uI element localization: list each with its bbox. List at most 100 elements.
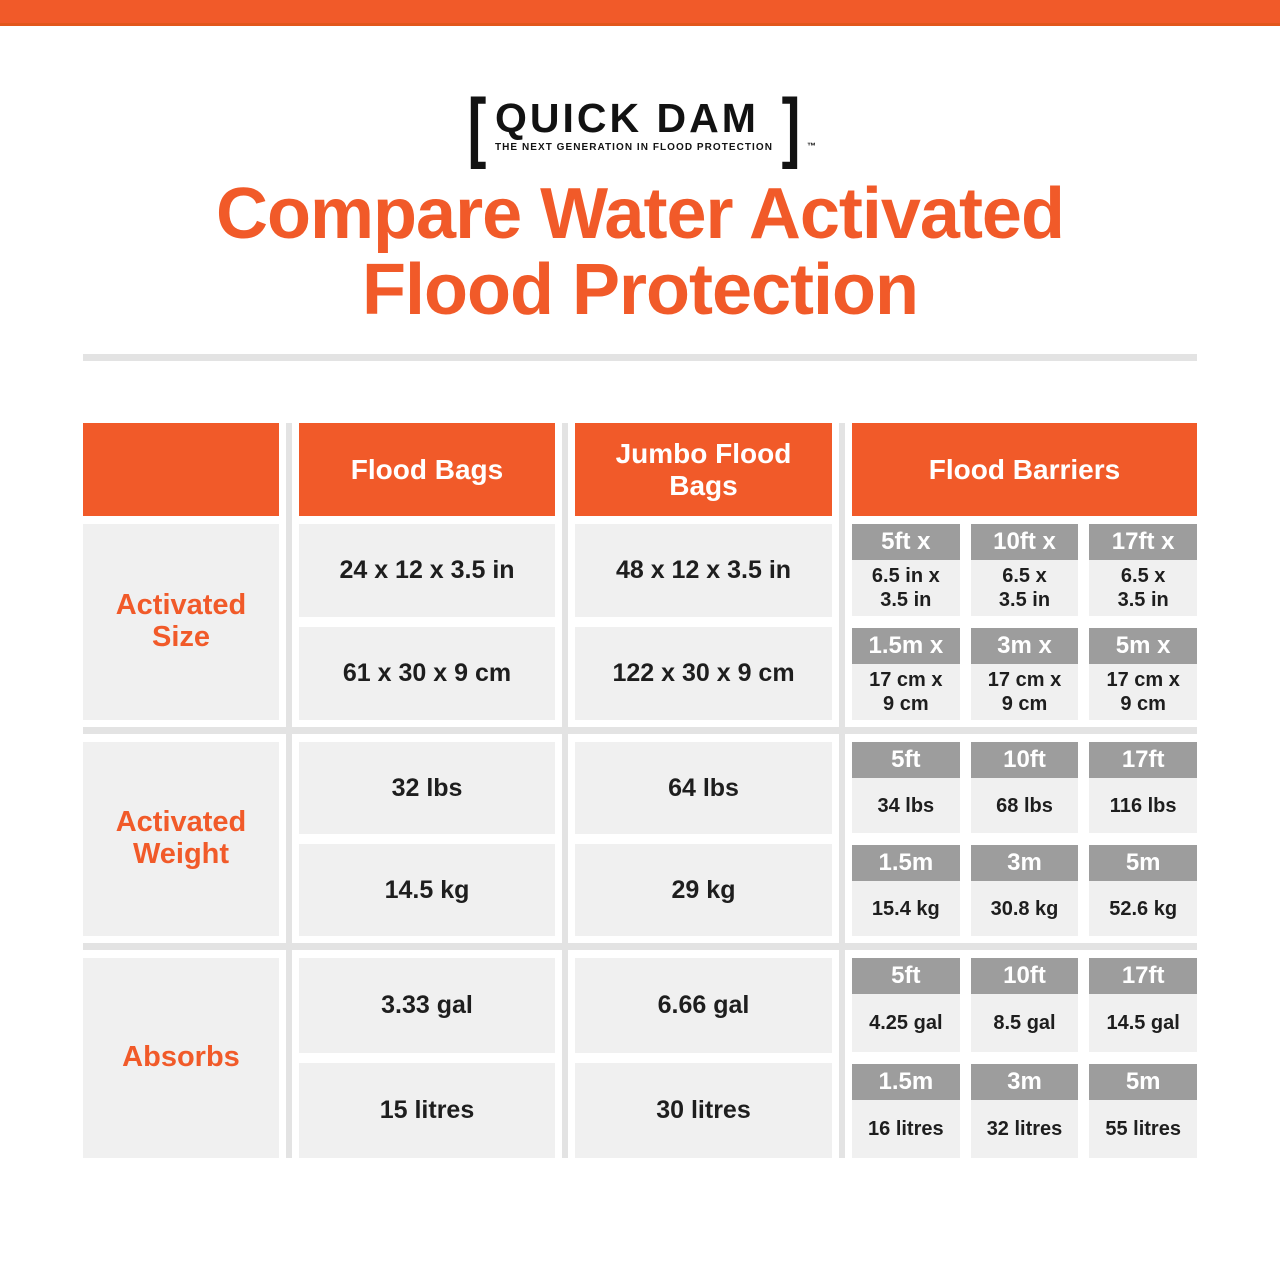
column-divider xyxy=(286,423,292,1159)
flood-bags-weight-imperial: 32 lbs xyxy=(299,742,555,835)
header-flood-bags: Flood Bags xyxy=(299,423,555,517)
barrier-value: 14.5 gal xyxy=(1089,994,1197,1053)
barrier-value: 17 cm x 9 cm xyxy=(1089,664,1197,721)
barrier-value: 4.25 gal xyxy=(852,994,960,1053)
logo-core: QUICK DAM THE NEXT GENERATION IN FLOOD P… xyxy=(493,95,775,154)
barriers-size-metric-band: 1.5m x 17 cm x 9 cm 3m x 17 cm x 9 cm 5m… xyxy=(852,628,1197,721)
jumbo-weight-imperial: 64 lbs xyxy=(575,742,832,835)
barrier-cell-5m: 5m 55 litres xyxy=(1089,1064,1197,1159)
barriers-absorbs-metric-band: 1.5m 16 litres 3m 32 litres 5m 55 litres xyxy=(852,1064,1197,1159)
barrier-cell-3m: 3m x 17 cm x 9 cm xyxy=(970,628,1079,721)
barriers-weight-imperial-band: 5ft 34 lbs 10ft 68 lbs 17ft 116 lbs xyxy=(852,742,1197,834)
jumbo-weight-metric: 29 kg xyxy=(575,844,832,937)
flood-bags-size-metric: 61 x 30 x 9 cm xyxy=(299,627,555,721)
barrier-size-header: 5ft xyxy=(852,742,960,779)
jumbo-flood-bags-weight-cell: 64 lbs 29 kg xyxy=(575,742,832,937)
barrier-cell-3m: 3m 30.8 kg xyxy=(970,845,1079,937)
barrier-value: 15.4 kg xyxy=(852,881,960,937)
barrier-size-header: 3m xyxy=(970,845,1079,882)
barrier-value: 30.8 kg xyxy=(970,881,1079,937)
row-label-line1: Activated xyxy=(115,589,247,622)
flood-bags-absorbs-imperial: 3.33 gal xyxy=(299,958,555,1054)
header-jumbo-flood-bags: Jumbo Flood Bags xyxy=(575,423,832,517)
barrier-size-header: 5m x xyxy=(1089,628,1197,665)
barrier-value: 6.5 x 3.5 in xyxy=(1089,560,1197,617)
barriers-size-imperial-band: 5ft x 6.5 in x 3.5 in 10ft x 6.5 x 3.5 i… xyxy=(852,524,1197,617)
barrier-size-header: 1.5m xyxy=(852,1064,960,1101)
flood-barriers-absorbs-cell: 5ft 4.25 gal 10ft 8.5 gal 17ft 14.5 gal xyxy=(852,958,1197,1159)
jumbo-flood-bags-size-cell: 48 x 12 x 3.5 in 122 x 30 x 9 cm xyxy=(575,524,832,721)
barrier-value: 52.6 kg xyxy=(1089,881,1197,937)
flood-bags-size-imperial: 24 x 12 x 3.5 in xyxy=(299,524,555,618)
barrier-size-header: 17ft xyxy=(1089,958,1197,995)
flood-bags-absorbs-metric: 15 litres xyxy=(299,1063,555,1159)
logo-bracket-right: ] xyxy=(781,81,801,170)
jumbo-absorbs-imperial: 6.66 gal xyxy=(575,958,832,1054)
logo-bracket-left: [ xyxy=(467,81,487,170)
barrier-cell-17ft: 17ft 14.5 gal xyxy=(1089,958,1197,1053)
header-flood-barriers: Flood Barriers xyxy=(852,423,1197,517)
flood-barriers-size-cell: 5ft x 6.5 in x 3.5 in 10ft x 6.5 x 3.5 i… xyxy=(852,524,1197,721)
jumbo-size-imperial: 48 x 12 x 3.5 in xyxy=(575,524,832,618)
barrier-cell-10ft: 10ft x 6.5 x 3.5 in xyxy=(970,524,1079,617)
header-empty-cell xyxy=(83,423,279,517)
barrier-cell-5m: 5m x 17 cm x 9 cm xyxy=(1089,628,1197,721)
barrier-cell-1-5m: 1.5m x 17 cm x 9 cm xyxy=(852,628,960,721)
table-header-row: Flood Bags Jumbo Flood Bags Flood Barrie… xyxy=(83,423,1197,517)
top-accent-bar xyxy=(0,0,1280,26)
barrier-size-header: 5m xyxy=(1089,845,1197,882)
barrier-value: 8.5 gal xyxy=(970,994,1079,1053)
jumbo-absorbs-metric: 30 litres xyxy=(575,1063,832,1159)
row-label-line2: Weight xyxy=(132,838,230,871)
jumbo-flood-bags-absorbs-cell: 6.66 gal 30 litres xyxy=(575,958,832,1159)
title-divider xyxy=(83,354,1197,362)
row-label-activated-size: Activated Size xyxy=(83,524,279,721)
barrier-cell-1-5m: 1.5m 16 litres xyxy=(852,1064,960,1159)
barrier-cell-5ft: 5ft x 6.5 in x 3.5 in xyxy=(852,524,960,617)
barrier-value: 34 lbs xyxy=(852,778,960,834)
jumbo-size-metric: 122 x 30 x 9 cm xyxy=(575,627,832,721)
barrier-value: 32 litres xyxy=(970,1100,1079,1159)
barrier-size-header: 17ft x xyxy=(1089,524,1197,561)
barriers-absorbs-imperial-band: 5ft 4.25 gal 10ft 8.5 gal 17ft 14.5 gal xyxy=(852,958,1197,1053)
barrier-cell-17ft: 17ft x 6.5 x 3.5 in xyxy=(1089,524,1197,617)
barrier-size-header: 10ft x xyxy=(970,524,1079,561)
page-title-line1: Compare Water Activated xyxy=(216,174,1065,254)
barrier-cell-17ft: 17ft 116 lbs xyxy=(1089,742,1197,834)
logo-name: QUICK DAM xyxy=(495,95,759,141)
barrier-cell-10ft: 10ft 68 lbs xyxy=(970,742,1079,834)
barrier-cell-5ft: 5ft 4.25 gal xyxy=(852,958,960,1053)
flood-bags-weight-cell: 32 lbs 14.5 kg xyxy=(299,742,555,937)
column-divider xyxy=(839,423,845,1159)
barrier-size-header: 1.5m xyxy=(852,845,960,882)
row-label-line2: Size xyxy=(151,621,211,654)
row-label-line1: Activated xyxy=(115,806,247,839)
row-divider xyxy=(83,943,1197,951)
barrier-size-header: 17ft xyxy=(1089,742,1197,779)
logo-row: [ QUICK DAM THE NEXT GENERATION IN FLOOD… xyxy=(0,81,1280,170)
barrier-value: 6.5 x 3.5 in xyxy=(970,560,1079,617)
row-label-activated-weight: Activated Weight xyxy=(83,742,279,937)
barrier-size-header: 1.5m x xyxy=(852,628,960,665)
barrier-cell-5ft: 5ft 34 lbs xyxy=(852,742,960,834)
row-divider xyxy=(83,727,1197,735)
barrier-value: 16 litres xyxy=(852,1100,960,1159)
barrier-value: 17 cm x 9 cm xyxy=(970,664,1079,721)
page-title-line2: Flood Protection xyxy=(362,249,919,330)
barrier-cell-3m: 3m 32 litres xyxy=(970,1064,1079,1159)
barrier-size-header: 5ft xyxy=(852,958,960,995)
barrier-cell-1-5m: 1.5m 15.4 kg xyxy=(852,845,960,937)
flood-bags-weight-metric: 14.5 kg xyxy=(299,844,555,937)
barrier-value: 6.5 in x 3.5 in xyxy=(852,560,960,617)
barrier-size-header: 10ft xyxy=(970,958,1079,995)
barrier-value: 55 litres xyxy=(1089,1100,1197,1159)
table-row-activated-size: Activated Size 24 x 12 x 3.5 in 61 x 30 … xyxy=(83,524,1197,721)
barrier-size-header: 5ft x xyxy=(852,524,960,561)
logo-tagline: THE NEXT GENERATION IN FLOOD PROTECTION xyxy=(495,142,773,153)
barrier-value: 17 cm x 9 cm xyxy=(852,664,960,721)
flood-barriers-weight-cell: 5ft 34 lbs 10ft 68 lbs 17ft 116 lbs xyxy=(852,742,1197,937)
table-row-absorbs: Absorbs 3.33 gal 15 litres 6.66 gal 30 l… xyxy=(83,958,1197,1159)
barrier-value: 68 lbs xyxy=(970,778,1079,834)
comparison-table: Flood Bags Jumbo Flood Bags Flood Barrie… xyxy=(83,423,1197,1159)
trademark-symbol: ™ xyxy=(806,141,816,151)
